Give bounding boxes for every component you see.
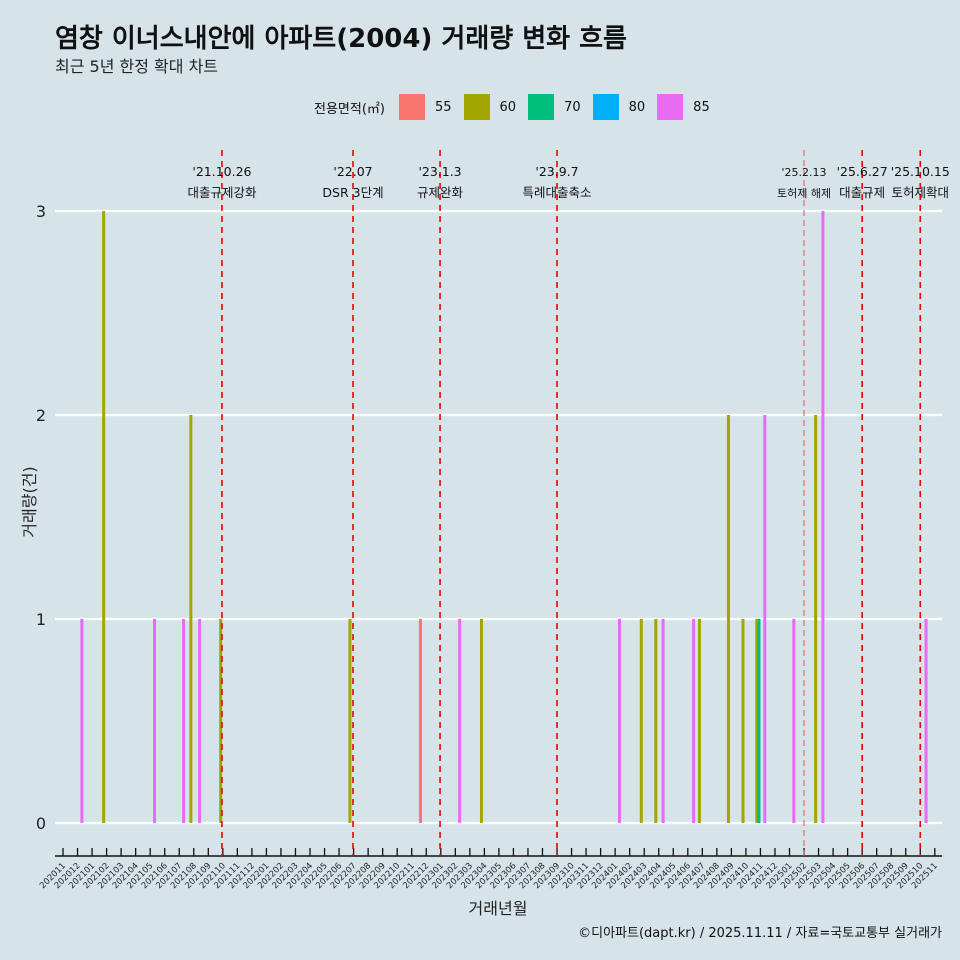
- event-date: '22.07: [333, 164, 372, 179]
- y-tick-label: 1: [36, 610, 46, 629]
- legend-label: 70: [564, 99, 581, 115]
- bar: [639, 619, 643, 823]
- bar: [726, 415, 730, 823]
- event-date: '25.10.15: [891, 164, 950, 179]
- y-axis-title: 거래량(건): [20, 466, 39, 537]
- bar: [757, 619, 761, 823]
- caption: ©디아파트(dapt.kr) / 2025.11.11 / 자료=국토교통부 실…: [578, 926, 942, 941]
- event-label: 규제완화: [417, 185, 464, 200]
- legend-swatch: [463, 94, 490, 120]
- bar: [348, 619, 352, 823]
- event-date: '23.9.7: [535, 164, 578, 179]
- event-date: '25.2.13: [782, 166, 827, 179]
- bar: [418, 619, 422, 823]
- legend-swatch: [398, 94, 425, 120]
- bar: [755, 619, 759, 823]
- legend-label: 85: [693, 99, 710, 115]
- legend: 전용면적(㎡) 55 60 70 80 85: [314, 94, 710, 120]
- bar: [189, 415, 193, 823]
- bar: [792, 619, 796, 823]
- y-tick-label: 2: [36, 406, 46, 425]
- event-date: '25.6.27: [837, 164, 888, 179]
- legend-label: 60: [499, 99, 517, 115]
- bar: [80, 619, 84, 823]
- bar: [763, 415, 767, 823]
- event-label: 대출규제강화: [187, 185, 257, 200]
- bar: [821, 211, 825, 823]
- legend-swatch: [657, 94, 684, 120]
- bar: [692, 619, 696, 823]
- bar: [661, 619, 665, 823]
- event-label: DSR 3단계: [322, 185, 383, 200]
- event-label: 토허제 해제: [777, 186, 831, 200]
- legend-swatch: [592, 94, 619, 120]
- bar: [182, 619, 186, 823]
- bar: [219, 619, 223, 823]
- legend-swatch: [528, 94, 555, 120]
- chart-subtitle: 최근 5년 한정 확대 차트: [55, 57, 219, 76]
- bar: [654, 619, 658, 823]
- legend-label: 80: [628, 99, 646, 115]
- event-label: 대출규제: [839, 185, 885, 200]
- legend-label: 55: [434, 99, 452, 115]
- bar: [814, 415, 818, 823]
- event-date: '21.10.26: [192, 164, 251, 179]
- bar: [741, 619, 745, 823]
- bar: [479, 619, 483, 823]
- bar: [102, 211, 106, 823]
- event-label: 특례대출축소: [523, 185, 592, 200]
- y-tick-label: 0: [36, 814, 46, 833]
- bar: [617, 619, 621, 823]
- bar: [924, 619, 928, 823]
- x-axis-title: 거래년월: [469, 899, 528, 918]
- bar: [458, 619, 462, 823]
- bar: [153, 619, 157, 823]
- bar: [198, 619, 202, 823]
- event-label: 토허제확대: [892, 185, 950, 200]
- y-tick-label: 3: [36, 202, 46, 221]
- legend-title: 전용면적(㎡): [314, 101, 385, 117]
- bar: [697, 619, 701, 823]
- event-date: '23.1.3: [418, 164, 461, 179]
- chart-title: 염창 이너스내안에 아파트(2004) 거래량 변화 흐름: [55, 24, 627, 54]
